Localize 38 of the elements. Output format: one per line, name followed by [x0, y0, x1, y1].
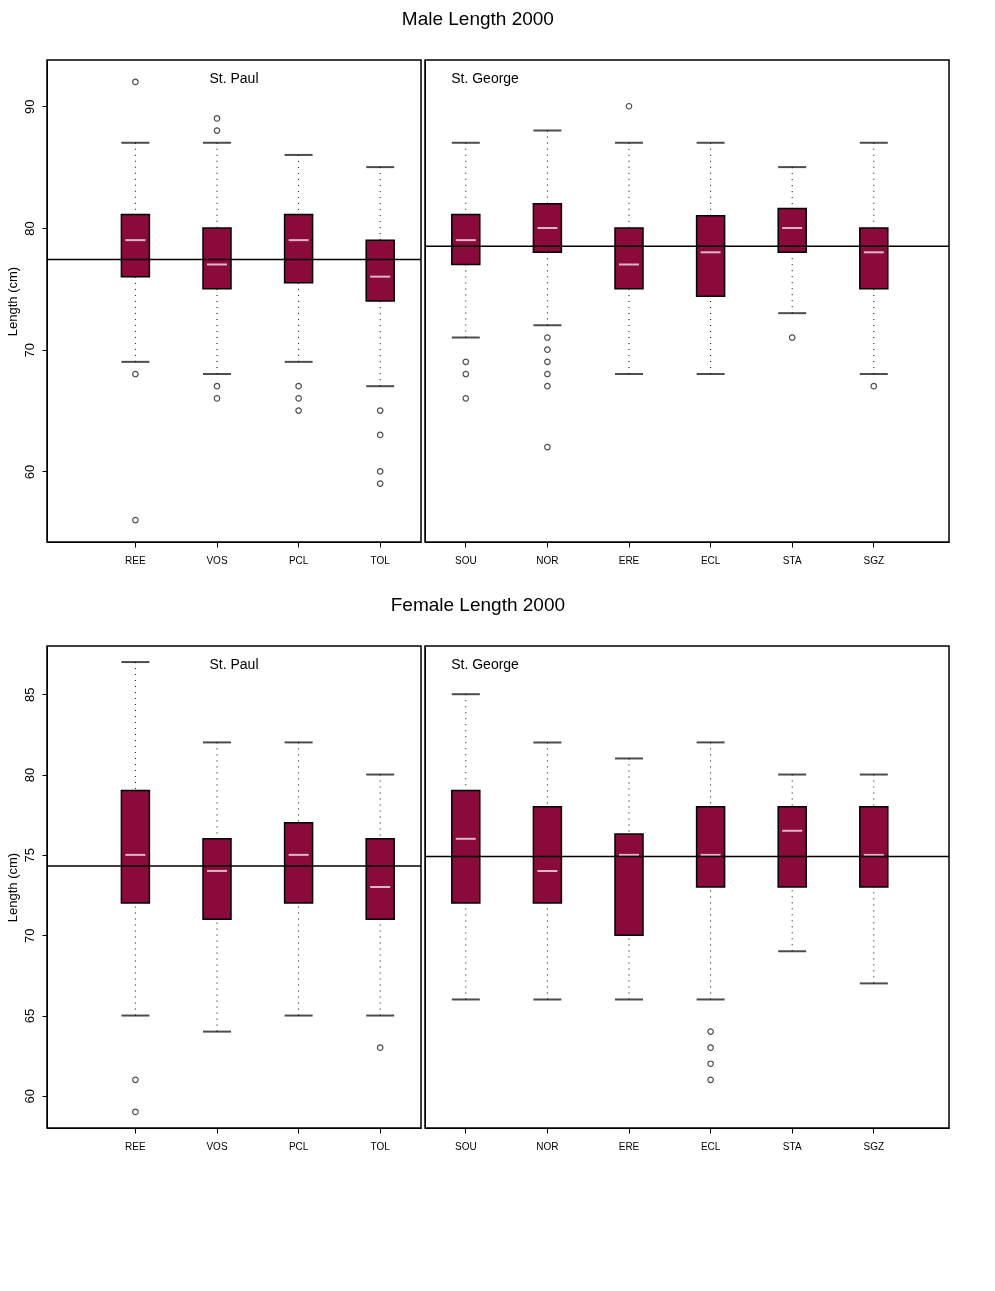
- y-tick-label: 90: [21, 99, 37, 114]
- x-tick-label: SOU: [454, 1140, 477, 1152]
- x-tick-label: TOL: [370, 1140, 391, 1152]
- x-tick-label: SOU: [454, 554, 477, 566]
- annotation: St. George: [451, 70, 520, 86]
- y-tick-label: 60: [21, 1089, 37, 1104]
- y-tick-label: 80: [21, 767, 37, 783]
- x-tick-label: PCL: [288, 1140, 309, 1152]
- x-tick-label: TOL: [370, 554, 391, 566]
- x-tick-label: STA: [782, 554, 802, 566]
- x-tick-label: VOS: [206, 1140, 228, 1152]
- y-axis-title: Length (cm): [4, 266, 20, 337]
- x-tick-label: ECL: [700, 554, 721, 566]
- y-tick-label: 85: [21, 687, 37, 702]
- y-tick-label: 60: [21, 464, 37, 480]
- chart-title: Male Length 2000: [401, 8, 554, 30]
- x-tick-label: SGZ: [863, 554, 885, 566]
- chart-title: Female Length 2000: [390, 594, 566, 616]
- y-tick-label: 65: [21, 1008, 37, 1024]
- x-tick-label: REE: [125, 1140, 147, 1152]
- x-tick-label: NOR: [536, 554, 559, 566]
- annotation: St. George: [451, 656, 520, 672]
- y-axis-title: Length (cm): [4, 852, 20, 923]
- x-tick-label: SGZ: [863, 1140, 885, 1152]
- x-tick-label: ECL: [700, 1140, 721, 1152]
- annotation: St. Paul: [209, 656, 259, 672]
- x-tick-label: NOR: [536, 1140, 559, 1152]
- x-tick-label: ERE: [618, 1140, 640, 1152]
- y-tick-label: 70: [21, 928, 37, 943]
- x-tick-label: PCL: [288, 554, 309, 566]
- x-tick-label: ERE: [618, 554, 640, 566]
- x-tick-label: STA: [782, 1140, 802, 1152]
- x-tick-label: VOS: [206, 554, 228, 566]
- y-tick-label: 75: [21, 848, 37, 863]
- annotation: St. Paul: [209, 70, 259, 86]
- x-tick-label: REE: [125, 554, 147, 566]
- y-tick-label: 80: [21, 221, 37, 236]
- y-tick-label: 70: [21, 342, 37, 358]
